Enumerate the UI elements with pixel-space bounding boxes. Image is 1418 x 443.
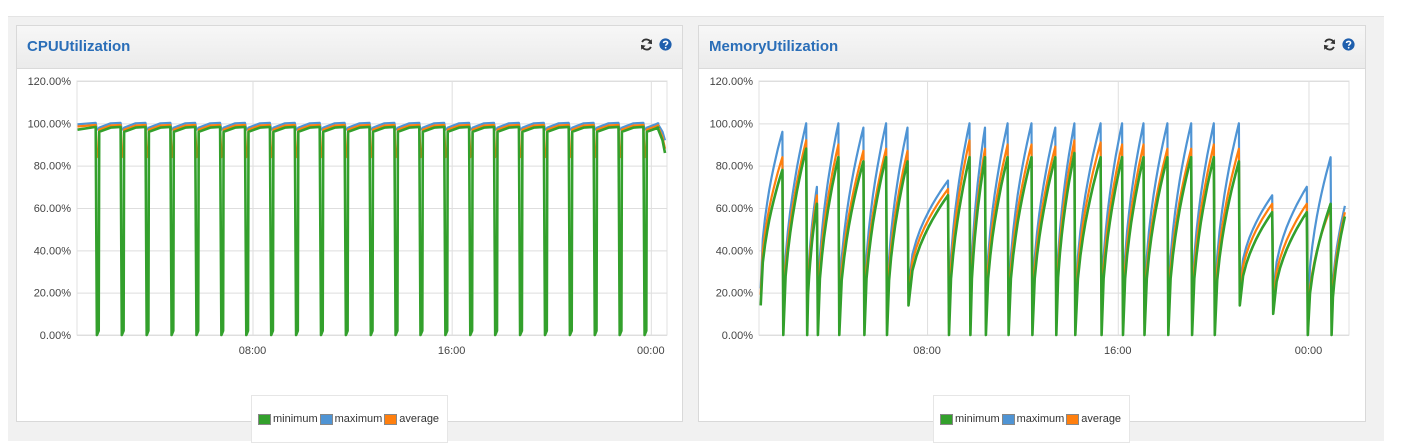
y-tick-label: 120.00% [28, 76, 72, 88]
panel-header: CPUUtilization [17, 26, 682, 69]
panel-title: MemoryUtilization [709, 38, 839, 55]
y-tick-label: 80.00% [716, 161, 754, 173]
legend-label-minimum: minimum [955, 413, 1000, 425]
series-line-maximum [77, 121, 667, 141]
series-line-maximum [759, 122, 1346, 320]
y-tick-label: 80.00% [34, 161, 72, 173]
y-tick-label: 60.00% [34, 203, 72, 215]
series-line-minimum [77, 125, 667, 337]
refresh-icon[interactable] [640, 38, 653, 51]
x-tick-label: 16:00 [438, 345, 466, 357]
y-tick-label: 0.00% [40, 330, 71, 342]
x-tick-label: 00:00 [1295, 345, 1323, 357]
chart-legend: minimum maximum average [251, 395, 449, 443]
cpu-utilization-panel: CPUUtilization 0.00% 20.00% 40.00% 60.00% 80… [16, 25, 683, 443]
x-tick-label: 16:00 [1104, 345, 1132, 357]
legend-swatch-minimum [940, 413, 953, 425]
x-tick-label: 08:00 [913, 345, 941, 357]
legend-label-average: average [1081, 413, 1122, 425]
y-tick-label: 40.00% [34, 245, 72, 257]
series-line-minimum [759, 147, 1347, 337]
legend-item-average[interactable]: average [384, 413, 439, 425]
cpu-utilization-chart: 0.00% 20.00% 40.00% 60.00% 80.00% 100.00% 120.… [28, 76, 668, 357]
x-tick-label: 08:00 [239, 345, 267, 357]
memory-utilization-chart: 0.00% 20.00% 40.00% 60.00% 80.00% 100.00% 120.… [710, 76, 1350, 357]
chart-legend: minimum maximum average [933, 395, 1131, 443]
panel-header: MemoryUtilization [699, 26, 1365, 69]
memory-utilization-panel: MemoryUtilization 0.00% 20.00% 40.00% 60.00… [698, 25, 1366, 443]
legend-label-maximum: maximum [334, 413, 383, 425]
y-tick-label: 40.00% [716, 245, 754, 257]
y-tick-label: 20.00% [716, 288, 754, 300]
y-tick-label: 100.00% [710, 118, 754, 130]
refresh-icon[interactable] [1323, 38, 1336, 51]
cpu-chart-area: 0.00% 20.00% 40.00% 60.00% 80.00% 100.00% 120.… [17, 69, 682, 443]
y-tick-label: 60.00% [716, 203, 754, 215]
legend-item-maximum[interactable]: maximum [319, 413, 383, 425]
legend-item-average[interactable]: average [1066, 413, 1121, 425]
legend-swatch-maximum [1001, 413, 1015, 425]
legend-label-average: average [399, 413, 440, 425]
legend-swatch-minimum [258, 413, 271, 425]
legend-swatch-maximum [319, 413, 333, 425]
y-tick-label: 120.00% [710, 76, 754, 88]
y-tick-label: 100.00% [28, 118, 72, 130]
legend-item-minimum[interactable]: minimum [258, 413, 318, 425]
legend-label-minimum: minimum [273, 413, 318, 425]
legend-label-maximum: maximum [1016, 413, 1065, 425]
x-tick-label: 00:00 [637, 345, 665, 357]
legend-swatch-average [1066, 413, 1080, 425]
help-icon[interactable] [1342, 38, 1355, 51]
memory-chart-area: 0.00% 20.00% 40.00% 60.00% 80.00% 100.00% 120.… [699, 69, 1365, 443]
legend-item-minimum[interactable]: minimum [940, 413, 1000, 425]
legend-swatch-average [384, 413, 398, 425]
y-tick-label: 20.00% [34, 288, 72, 300]
help-icon[interactable] [659, 38, 672, 51]
legend-item-maximum[interactable]: maximum [1001, 413, 1065, 425]
panel-title: CPUUtilization [27, 38, 131, 55]
y-tick-label: 0.00% [722, 330, 753, 342]
